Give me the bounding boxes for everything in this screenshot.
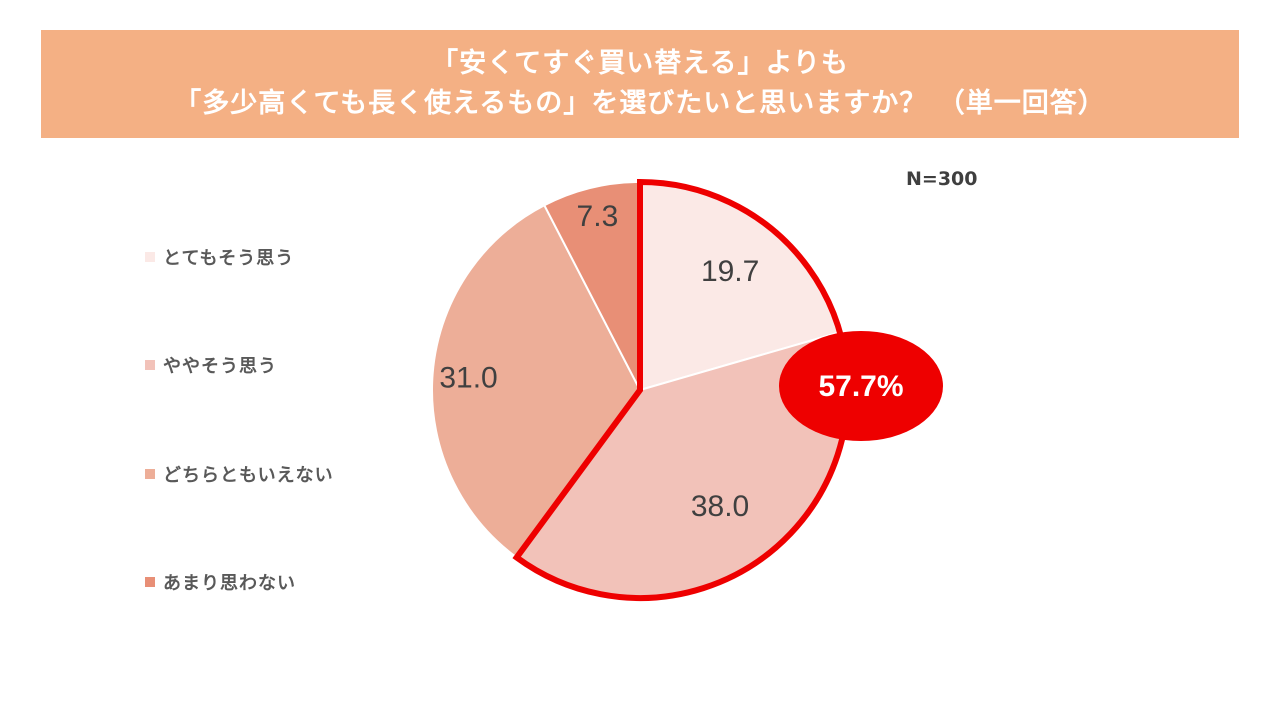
legend-swatch xyxy=(145,577,155,587)
legend-swatch xyxy=(145,252,155,262)
legend-label: あまり思わない xyxy=(163,573,296,594)
pie-data-label: 7.3 xyxy=(577,200,619,233)
legend-label: どちらともいえない xyxy=(163,465,334,486)
highlight-badge-ellipse xyxy=(779,331,943,441)
highlight-badge-text: 57.7% xyxy=(818,370,903,403)
legend-swatch xyxy=(145,360,155,370)
legend-item: ややそう思う xyxy=(145,352,277,378)
legend-item: あまり思わない xyxy=(145,569,296,595)
chart-title-line-2: 「多少高くても長く使えるもの」を選びたいと思いますか？ （単一回答） xyxy=(174,88,1106,119)
highlight-outline xyxy=(512,178,851,601)
pie-data-labels: 19.7 38.0 31.0 7.3 xyxy=(439,200,759,523)
sample-size-label: N=300 xyxy=(906,168,978,190)
pie-data-label: 38.0 xyxy=(691,490,749,523)
legend-label: とてもそう思う xyxy=(163,248,295,269)
legend-label: ややそう思う xyxy=(163,356,277,377)
pie-data-label: 31.0 xyxy=(439,362,497,395)
legend-item: とてもそう思う xyxy=(145,244,294,270)
pie-slice xyxy=(431,203,642,559)
pie-data-label: 19.7 xyxy=(701,255,759,288)
chart-title-line-1: 「安くてすぐ買い替える」よりも xyxy=(431,48,849,79)
legend-swatch xyxy=(145,469,155,479)
title-banner: 「安くてすぐ買い替える」よりも 「多少高くても長く使えるもの」を選びたいと思いま… xyxy=(41,30,1239,138)
legend-item: どちらともいえない xyxy=(145,461,334,487)
highlight-badge: 57.7% xyxy=(779,331,943,441)
